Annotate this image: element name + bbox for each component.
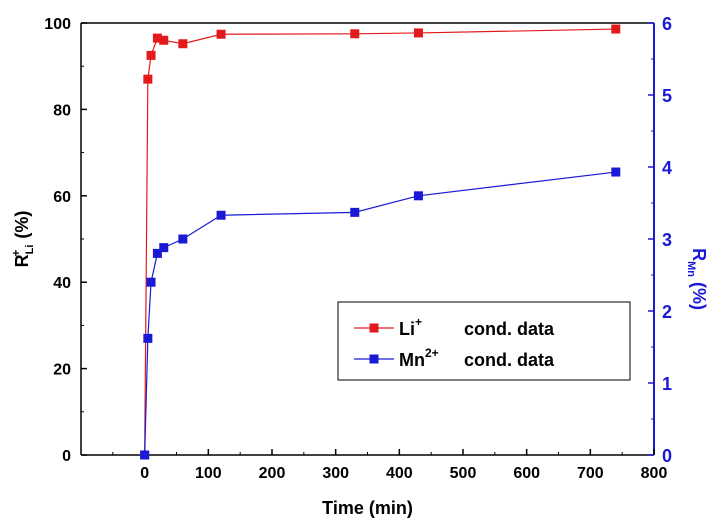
data-point xyxy=(216,210,226,220)
data-point xyxy=(140,450,150,460)
legend-entry: Li+ cond. data xyxy=(354,315,555,339)
data-point xyxy=(350,207,360,217)
legend-marker xyxy=(369,354,379,364)
x-tick-label: 600 xyxy=(513,465,540,482)
y-left-tick-label: 60 xyxy=(53,189,71,206)
x-tick-label: 200 xyxy=(259,465,286,482)
legend-marker xyxy=(369,323,379,333)
legend-label: Mn2+ cond. data xyxy=(399,346,555,370)
x-tick-label: 800 xyxy=(641,465,668,482)
data-point xyxy=(143,333,153,343)
y-right-tick-label: 4 xyxy=(662,158,672,178)
y-left-tick-label: 0 xyxy=(62,448,71,465)
data-point xyxy=(413,191,423,201)
data-point xyxy=(146,50,156,60)
data-point xyxy=(611,167,621,177)
data-point xyxy=(350,29,360,39)
series-mn xyxy=(140,167,621,460)
data-point xyxy=(178,234,188,244)
x-tick-label: 100 xyxy=(195,465,222,482)
data-point xyxy=(146,277,156,287)
legend-label-name: Li xyxy=(399,319,415,339)
series-line xyxy=(144,171,616,456)
y-left-title-sub: Li xyxy=(24,245,36,255)
data-point xyxy=(143,74,153,84)
legend-label-sup: + xyxy=(415,315,422,329)
y-right-tick-label: 5 xyxy=(662,86,672,106)
y-left-title-tail: (%) xyxy=(12,211,32,244)
legend-box xyxy=(337,301,631,381)
data-point xyxy=(178,39,188,49)
legend-label-suffix: cond. data xyxy=(464,319,555,339)
y-right-tick-label: 2 xyxy=(662,302,672,322)
x-tick-label: 300 xyxy=(322,465,349,482)
series-line xyxy=(144,28,616,456)
series-layer xyxy=(140,24,621,460)
y-right-title-tail: (%) xyxy=(689,277,708,310)
x-tick-label: 0 xyxy=(140,465,149,482)
data-point xyxy=(152,33,162,43)
legend-label: Li+ cond. data xyxy=(399,315,555,339)
y-left-axis-title: RLi+ (%) xyxy=(9,211,36,268)
data-point xyxy=(413,28,423,38)
y-left-tick-label: 40 xyxy=(53,275,71,292)
y-left-tick-label: 20 xyxy=(53,362,71,379)
data-point xyxy=(159,35,169,45)
y-left-title-sup: + xyxy=(9,250,23,257)
legend-label-sup: 2+ xyxy=(425,346,439,360)
y-left-tick-label: 80 xyxy=(53,102,71,119)
series-li xyxy=(140,24,621,460)
legend-label-suffix: cond. data xyxy=(464,350,555,370)
x-axis-title: Time (min) xyxy=(322,498,413,518)
data-point xyxy=(152,248,162,258)
y-left-title-main: R xyxy=(12,254,32,267)
x-tick-label: 500 xyxy=(450,465,477,482)
legend: Li+ cond. data Mn2+ cond. data xyxy=(337,301,631,381)
data-point xyxy=(159,243,169,253)
axes: 0 100 200 300 400 500 600 700 800020406080100012… xyxy=(9,14,708,518)
legend-label-name: Mn xyxy=(399,350,425,370)
y-right-axis-title: RMn (%) xyxy=(685,248,708,310)
y-right-tick-label: 6 xyxy=(662,14,672,34)
y-right-tick-label: 3 xyxy=(662,230,672,250)
data-point xyxy=(216,29,226,39)
legend-entry: Mn2+ cond. data xyxy=(354,346,555,370)
x-tick-label: 700 xyxy=(577,465,604,482)
y-right-tick-label: 0 xyxy=(662,446,672,466)
y-right-title-main: R xyxy=(689,248,708,261)
y-left-tick-label: 100 xyxy=(44,16,71,33)
y-right-title-sub: Mn xyxy=(685,261,697,277)
x-tick-label: 400 xyxy=(386,465,413,482)
y-right-tick-label: 1 xyxy=(662,374,672,394)
data-point xyxy=(611,24,621,34)
